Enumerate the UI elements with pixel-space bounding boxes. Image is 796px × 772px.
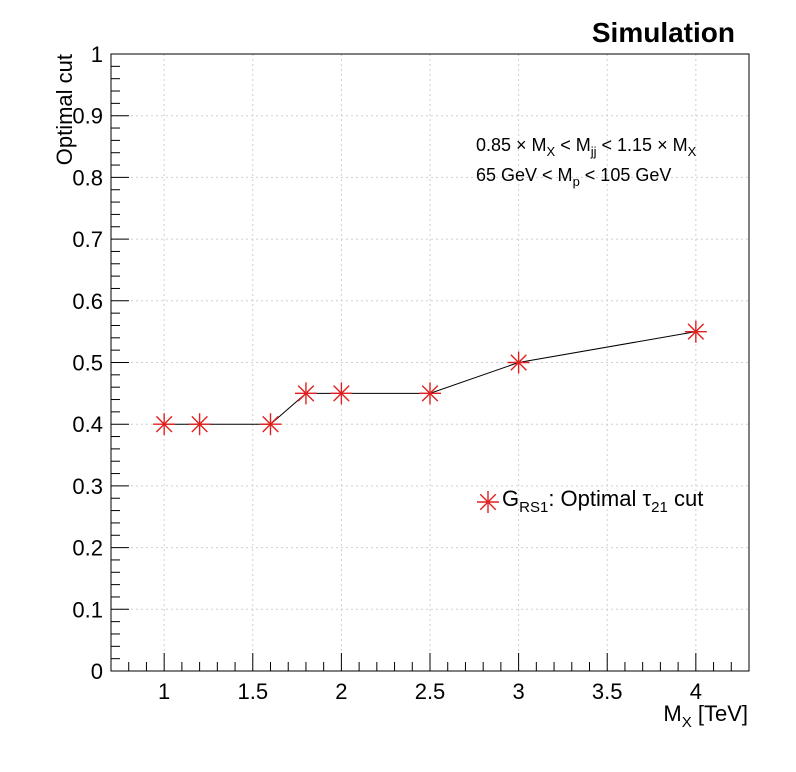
series-layer <box>153 320 707 436</box>
y-tick-label: 0.8 <box>72 165 103 190</box>
marker-stroke <box>262 415 279 433</box>
y-tick-label: 0.2 <box>72 536 103 561</box>
x-tick-labels: 1 1.5 2 2.5 3 3.5 4 <box>158 679 702 704</box>
marker-stroke <box>479 493 497 511</box>
annotation-pruned-mass: 65 GeV < Mp < 105 GeV <box>476 165 671 189</box>
y-tick-label: 0.3 <box>72 474 103 499</box>
data-point <box>188 413 211 436</box>
x-axis-label: MX [TeV] <box>663 701 748 731</box>
data-point <box>330 382 353 405</box>
marker-stroke <box>421 385 439 402</box>
marker-stroke <box>191 415 208 433</box>
data-point <box>419 382 441 405</box>
data-point <box>259 413 282 436</box>
legend-marker <box>477 491 499 513</box>
x-tick-label: 2.5 <box>415 679 446 704</box>
y-tick-label: 0.1 <box>72 597 103 622</box>
x-tick-label: 3 <box>512 679 524 704</box>
y-tick-labels: 0 0.1 0.2 0.3 0.4 0.5 0.6 0.7 0.8 0.9 1 <box>72 42 103 684</box>
x-tick-label: 2 <box>335 679 347 704</box>
data-point <box>153 413 176 436</box>
marker-stroke <box>297 385 315 402</box>
x-tick-label: 4 <box>690 679 702 704</box>
y-tick-label: 0.7 <box>72 227 103 252</box>
grid <box>111 53 749 672</box>
legend-marker-star <box>477 491 499 513</box>
y-axis-label: Optimal cut <box>52 54 77 165</box>
data-point <box>294 382 317 405</box>
x-tick-label: 3.5 <box>592 679 623 704</box>
marker-stroke <box>687 323 705 340</box>
y-tick-label: 0.5 <box>72 351 103 376</box>
y-tick-label: 0.9 <box>72 104 103 129</box>
x-tick-label: 1 <box>158 679 170 704</box>
data-point <box>507 351 530 374</box>
marker-stroke <box>333 385 350 402</box>
y-tick-label: 0 <box>91 659 103 684</box>
chart-title: Simulation <box>592 17 735 48</box>
legend: GRS1: Optimal τ21 cut <box>477 486 703 516</box>
annotation-mass-window: 0.85 × MX < Mjj < 1.15 × MX <box>476 135 697 159</box>
axis-ticks <box>110 53 750 672</box>
x-tick-label: 1.5 <box>237 679 268 704</box>
data-point <box>684 320 707 343</box>
y-tick-label: 1 <box>91 42 103 67</box>
legend-label: GRS1: Optimal τ21 cut <box>502 486 703 516</box>
y-tick-label: 0.4 <box>72 412 103 437</box>
marker-stroke <box>155 415 173 433</box>
marker-stroke <box>510 354 527 371</box>
series-line <box>164 331 696 425</box>
y-tick-label: 0.6 <box>72 289 103 314</box>
